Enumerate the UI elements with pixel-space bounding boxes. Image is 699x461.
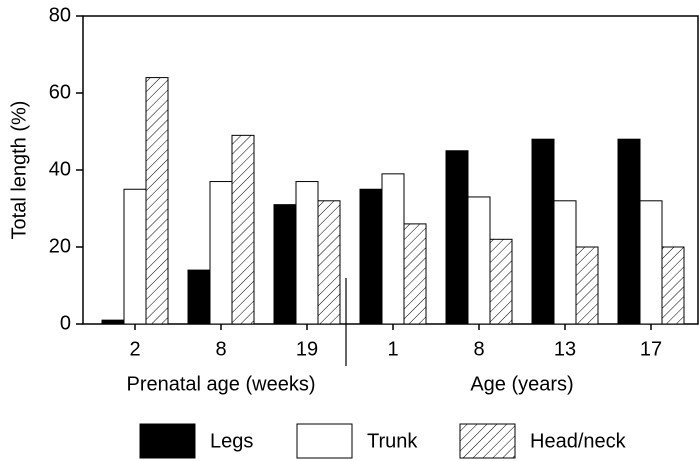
legend-label: Trunk bbox=[367, 430, 418, 452]
bar bbox=[531, 138, 555, 325]
bar bbox=[639, 200, 663, 325]
x-tick-label: 19 bbox=[296, 338, 318, 360]
bar bbox=[123, 188, 147, 325]
legend-swatch bbox=[139, 423, 196, 459]
legend-swatch bbox=[296, 423, 353, 459]
y-tick-label: 80 bbox=[49, 4, 71, 26]
bar bbox=[273, 204, 297, 325]
bar bbox=[489, 238, 513, 325]
bar bbox=[231, 134, 255, 325]
x-tick-label: 1 bbox=[387, 338, 398, 360]
y-tick-label: 0 bbox=[60, 312, 71, 334]
bar bbox=[403, 223, 427, 325]
group-label: Prenatal age (weeks) bbox=[127, 373, 316, 395]
x-tick-label: 17 bbox=[640, 338, 662, 360]
y-tick-label: 20 bbox=[49, 235, 71, 257]
legend-label: Legs bbox=[210, 430, 253, 452]
bar bbox=[317, 200, 341, 325]
bar bbox=[381, 173, 405, 325]
bar bbox=[101, 319, 125, 325]
bar bbox=[445, 150, 469, 325]
bar bbox=[617, 138, 641, 325]
bar bbox=[145, 77, 169, 325]
bar bbox=[661, 246, 685, 325]
y-axis-label: Total length (%) bbox=[8, 101, 30, 240]
bar bbox=[575, 246, 599, 325]
group-label: Age (years) bbox=[470, 373, 573, 395]
bar bbox=[209, 181, 233, 325]
y-tick-label: 60 bbox=[49, 81, 71, 103]
bar bbox=[553, 200, 577, 325]
legend-swatch bbox=[459, 423, 516, 459]
bar bbox=[187, 269, 211, 325]
x-tick-label: 8 bbox=[215, 338, 226, 360]
bar bbox=[295, 181, 319, 325]
bar bbox=[359, 188, 383, 325]
y-tick-label: 40 bbox=[49, 158, 71, 180]
x-tick-label: 8 bbox=[473, 338, 484, 360]
bar bbox=[467, 196, 491, 325]
x-tick-label: 2 bbox=[129, 338, 140, 360]
x-tick-label: 13 bbox=[554, 338, 576, 360]
legend-label: Head/neck bbox=[530, 430, 627, 452]
